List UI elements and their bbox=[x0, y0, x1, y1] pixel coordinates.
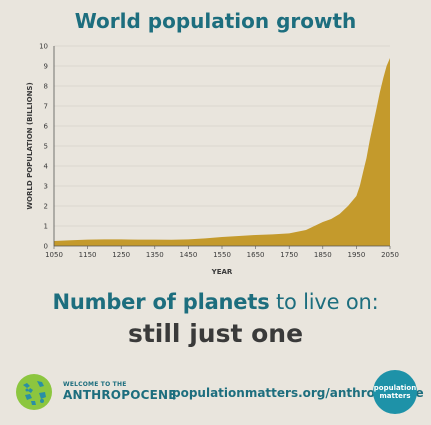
y-tick-label: 4 bbox=[44, 163, 49, 171]
tagline-subtitle: still just one bbox=[127, 319, 304, 348]
y-axis-title: WORLD POPULATION (BILLIONS) bbox=[26, 82, 34, 209]
population-matters-logo: population matters bbox=[373, 370, 417, 414]
y-tick-label: 1 bbox=[44, 223, 48, 231]
x-tick-label: 1550 bbox=[213, 251, 231, 259]
y-tick-label: 8 bbox=[44, 83, 48, 91]
tagline-emphasis: Number of planets bbox=[52, 290, 270, 314]
x-tick-label: 1750 bbox=[280, 251, 298, 259]
x-tick-label: 1250 bbox=[112, 251, 130, 259]
x-tick-label: 1850 bbox=[314, 251, 332, 259]
badge-line-2: matters bbox=[379, 392, 411, 400]
y-tick-label: 5 bbox=[44, 143, 48, 151]
tagline: Number of planets to live on: bbox=[0, 290, 431, 314]
y-tick-label: 10 bbox=[39, 43, 48, 51]
y-tick-label: 3 bbox=[44, 183, 48, 191]
x-axis-title: YEAR bbox=[211, 268, 233, 276]
x-tick-label: 1350 bbox=[146, 251, 164, 259]
y-tick-label: 9 bbox=[44, 63, 48, 71]
x-tick-label: 1450 bbox=[179, 251, 197, 259]
y-tick-label: 6 bbox=[44, 123, 49, 131]
x-tick-label: 2050 bbox=[381, 251, 399, 259]
y-tick-label: 2 bbox=[44, 203, 48, 211]
y-tick-label: 0 bbox=[44, 243, 48, 251]
website-link[interactable]: populationmatters.org/anthropocene bbox=[172, 386, 424, 400]
x-tick-label: 1150 bbox=[79, 251, 97, 259]
badge-line-1: population bbox=[373, 384, 417, 392]
population-area bbox=[54, 58, 390, 246]
x-tick-label: 1650 bbox=[247, 251, 265, 259]
chart-title: World population growth bbox=[74, 9, 357, 33]
tagline-rest: to live on: bbox=[269, 290, 379, 314]
x-tick-label: 1050 bbox=[45, 251, 63, 259]
anthropocene-globe-icon bbox=[16, 374, 52, 410]
anthropocene-text: ANTHROPOCENE bbox=[63, 388, 177, 402]
y-tick-label: 7 bbox=[44, 103, 48, 111]
population-area-chart: 0 1 2 3 4 5 6 7 8 9 10 1050 1150 1250 1350 1450 1550 165… bbox=[26, 43, 399, 277]
welcome-text: WELCOME TO THE bbox=[63, 381, 127, 388]
x-tick-label: 1950 bbox=[347, 251, 365, 259]
